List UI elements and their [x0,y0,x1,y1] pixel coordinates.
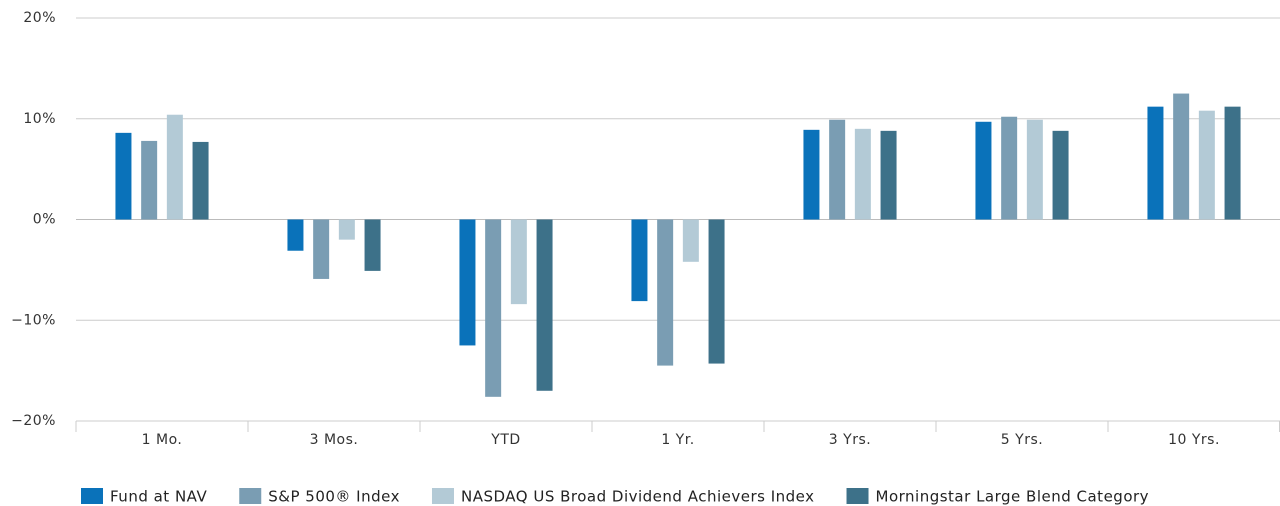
bar [854,128,871,220]
x-tick-label: 5 Yrs. [1001,432,1043,448]
bar [338,219,355,240]
bar [1173,93,1190,220]
legend-swatch [81,488,103,504]
bar [536,219,553,391]
bar [313,219,330,279]
bar [166,114,183,220]
y-tick-label: 20% [23,10,56,26]
bar [510,219,527,305]
bar [459,219,476,346]
bar [141,140,158,220]
x-tick-label: YTD [490,432,520,448]
y-tick-label: −10% [11,312,56,328]
legend-label: NASDAQ US Broad Dividend Achievers Index [461,488,815,506]
bar [364,219,381,271]
bar [1147,106,1164,220]
y-tick-label: 10% [23,111,56,127]
legend-label: S&P 500® Index [268,488,400,506]
legend-label: Fund at NAV [110,488,207,506]
bar [631,219,648,302]
bar [708,219,725,364]
bar [1001,116,1018,220]
bar [1052,130,1069,220]
bar [975,121,992,220]
bar [1224,106,1241,220]
bar [829,119,846,220]
x-tick-label: 1 Mo. [142,432,183,448]
bar [803,129,820,220]
bar [682,219,699,262]
legend-swatch [239,488,262,504]
legend-swatch [846,488,869,504]
y-tick-label: −20% [11,413,56,429]
legend: Fund at NAV S&P 500® Index NASDAQ US Broad… [81,488,1149,506]
bar [1198,110,1215,220]
legend-swatch [431,488,454,504]
bar [1026,119,1043,220]
bar [485,219,502,397]
x-tick-label: 3 Yrs. [829,432,871,448]
legend-label: Morningstar Large Blend Category [876,488,1150,506]
x-tick-label: 10 Yrs. [1168,432,1220,448]
x-tick-label: 3 Mos. [310,432,359,448]
bar [287,219,304,251]
y-tick-label: 0% [33,212,56,228]
x-tick-label: 1 Yr. [661,432,694,448]
bar [192,141,209,220]
bar [880,130,897,220]
bar [657,219,674,366]
bar [115,132,132,220]
